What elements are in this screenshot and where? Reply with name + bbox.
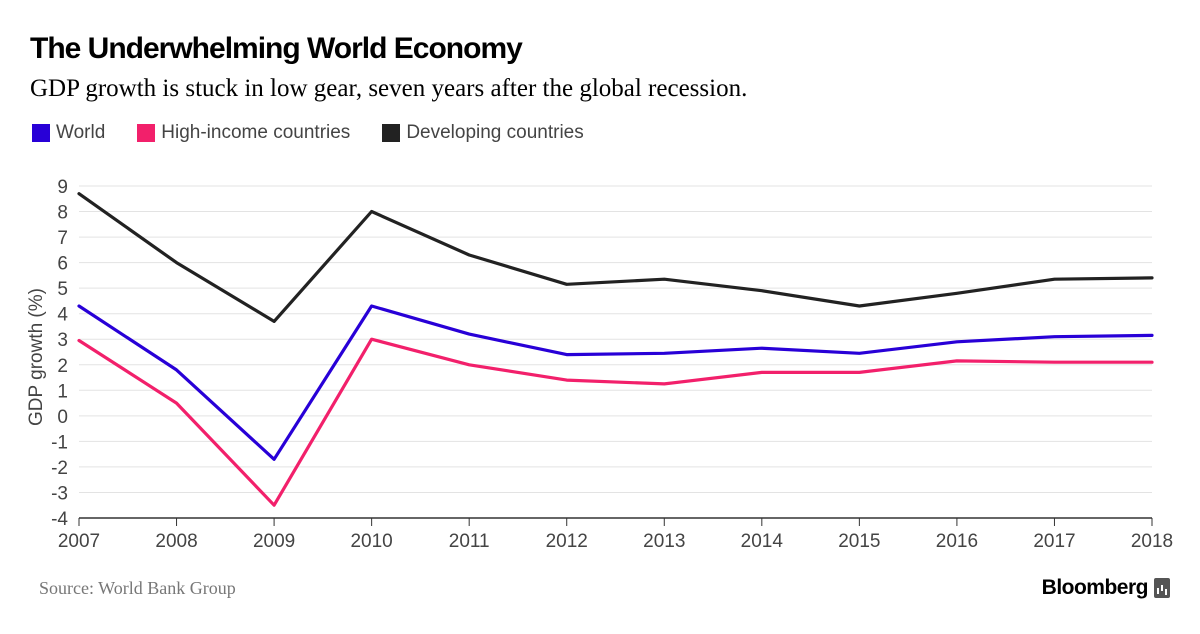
x-tick-label: 2016 (936, 531, 978, 552)
y-tick-label: 7 (57, 228, 68, 249)
y-tick-label: -3 (51, 483, 68, 504)
series-line-developing-countries (77, 192, 1154, 323)
legend: World High-income countries Developing c… (32, 122, 616, 144)
legend-swatch-high-income (137, 124, 156, 142)
legend-swatch-developing (382, 124, 401, 142)
y-tick-label: 8 (57, 203, 68, 224)
legend-label-developing: Developing countries (406, 122, 584, 143)
series-lines (77, 192, 1154, 507)
y-tick-label: 3 (57, 330, 68, 351)
x-tick-label: 2008 (155, 531, 197, 552)
bar-chart-icon (1154, 578, 1170, 598)
x-tick-label: 2013 (643, 531, 685, 552)
x-tick-label: 2017 (1033, 531, 1075, 552)
legend-item-developing: Developing countries (382, 122, 584, 144)
legend-swatch-world (32, 124, 50, 142)
x-tick-label: 2012 (546, 531, 588, 552)
legend-label-world: World (56, 122, 106, 143)
x-tick-label: 2007 (58, 531, 100, 552)
y-axis-label: GDP growth (%) (26, 288, 47, 426)
y-tick-label: -1 (51, 432, 68, 453)
gridlines (78, 185, 1153, 526)
x-tick-label: 2009 (253, 531, 295, 552)
y-tick-label: -2 (51, 458, 68, 479)
y-tick-label: 9 (57, 177, 68, 198)
y-tick-label: 6 (57, 254, 68, 275)
brand-logo: Bloomberg (1042, 576, 1170, 600)
chart-subtitle: GDP growth is stuck in low gear, seven y… (30, 75, 748, 102)
x-tick-label: 2011 (449, 531, 490, 552)
y-tick-label: 5 (57, 279, 68, 300)
y-tick-label: 2 (57, 356, 68, 377)
series-line-world (77, 304, 1154, 461)
x-tick-label: 2018 (1131, 531, 1173, 552)
legend-item-world: World (32, 122, 105, 144)
x-tick-label: 2014 (741, 531, 784, 552)
x-tick-label: 2015 (838, 531, 880, 552)
x-axis-tick-labels: 2007 2008 2009 2010 2011 2012 2013 2014 2015 2016… (58, 531, 1173, 552)
source-note: Source: World Bank Group (39, 578, 236, 598)
y-axis-tick-labels: 9 8 7 6 5 4 3 2 1 0 -1 -2 -3 -4 (51, 177, 68, 530)
y-tick-label: 1 (57, 381, 68, 402)
y-tick-label: 0 (57, 407, 68, 428)
series-line-high-income-countries (77, 337, 1154, 507)
x-tick-label: 2010 (350, 531, 392, 552)
y-tick-label: 4 (57, 305, 68, 326)
y-tick-label: -4 (51, 509, 68, 530)
legend-label-high-income: High-income countries (161, 122, 351, 143)
legend-item-high-income: High-income countries (137, 122, 350, 144)
chart-title: The Underwhelming World Economy (30, 32, 523, 65)
brand-name: Bloomberg (1041, 576, 1149, 599)
